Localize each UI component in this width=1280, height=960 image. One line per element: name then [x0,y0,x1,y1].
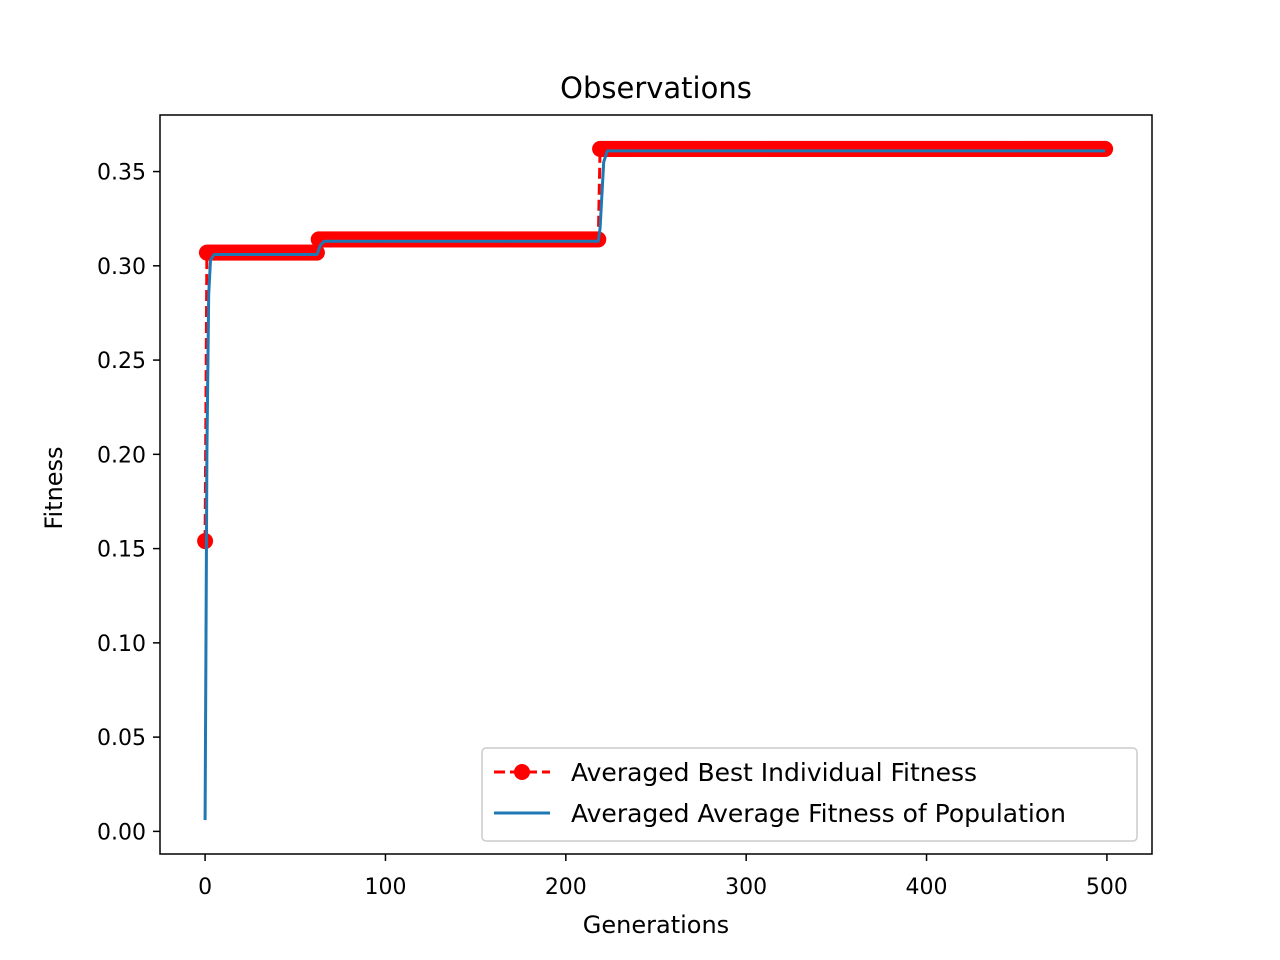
x-tick-label: 300 [725,875,767,900]
average-fitness-series [203,149,1106,821]
y-tick-label: 0.30 [97,255,146,280]
plot-area [197,140,1114,821]
y-tick-label: 0.25 [97,349,146,374]
y-axis: 0.00 0.05 0.10 0.15 0.20 0.25 0.30 0.35 [97,161,160,845]
y-tick-label: 0.15 [97,538,146,563]
x-axis-label: Generations [583,911,729,939]
x-tick-label: 500 [1086,875,1128,900]
y-tick-label: 0.20 [97,443,146,468]
y-tick-label: 0.35 [97,161,146,186]
y-axis-label: Fitness [40,446,68,529]
x-tick-label: 200 [545,875,587,900]
axes-frame [159,114,1153,855]
x-tick-label: 0 [198,875,212,900]
legend-box [481,747,1138,842]
legend-best-marker-icon [514,764,530,780]
average-fitness-line [203,149,1106,821]
y-tick-label: 0.10 [97,632,146,657]
best-fitness-point [1097,140,1114,157]
legend-average-label: Averaged Average Fitness of Population [571,799,1066,828]
x-tick-label: 100 [364,875,406,900]
y-tick-label: 0.00 [97,820,146,845]
legend: Averaged Best Individual Fitness Average… [481,747,1138,842]
x-tick-label: 400 [906,875,948,900]
best-fitness-series [197,140,1114,550]
chart-title: Observations [560,71,752,105]
y-tick-label: 0.05 [97,726,146,751]
legend-best-label: Averaged Best Individual Fitness [571,758,977,787]
x-axis: 0 100 200 300 400 500 [198,854,1128,900]
